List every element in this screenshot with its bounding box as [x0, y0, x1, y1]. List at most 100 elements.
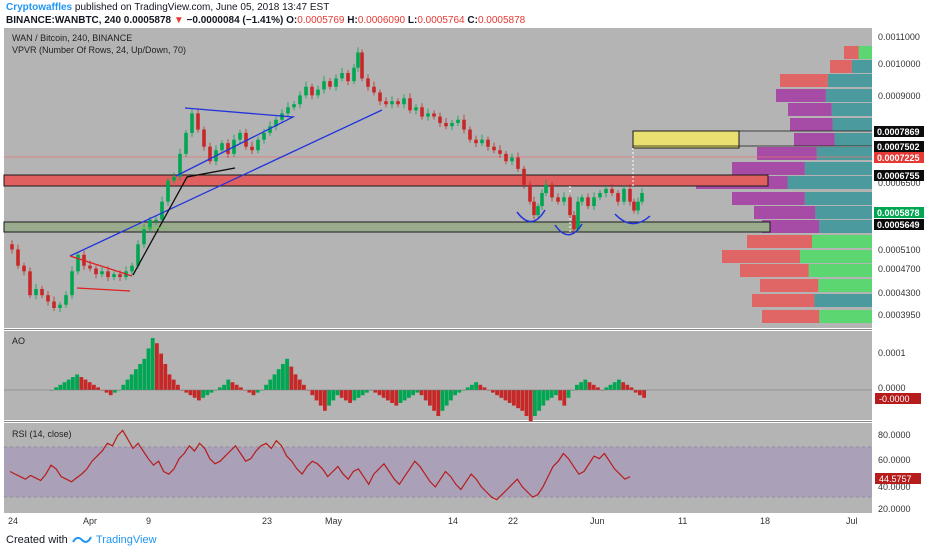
main-pane-title: WAN / Bitcoin, 240, BINANCE [12, 33, 132, 43]
vp-bar-down [732, 192, 805, 205]
ao-bar [562, 390, 567, 406]
vp-bar-down [762, 310, 820, 323]
vp-bar-up [815, 206, 872, 219]
tradingview-brand[interactable]: TradingView [96, 534, 157, 546]
blue-pennant[interactable] [175, 107, 296, 177]
candle-body [378, 92, 382, 102]
rsi-value-badge: 44.5757 [879, 474, 912, 484]
ao-bar [440, 390, 445, 411]
time-tick: Jun [590, 516, 605, 526]
blue-trendline[interactable] [69, 109, 383, 257]
last-price: 0.0005878 [123, 15, 172, 26]
candle-body [474, 139, 478, 144]
head-arc[interactable] [554, 223, 583, 236]
ao-bar [218, 387, 222, 390]
red-wedge-bottom[interactable] [76, 287, 131, 292]
target-zone[interactable] [632, 130, 740, 149]
candle-body [28, 271, 32, 296]
ao-bar [591, 384, 596, 390]
ao-bar [281, 364, 285, 390]
ao-bar [344, 390, 348, 401]
ao-bar [428, 390, 432, 406]
ao-bar [171, 379, 176, 390]
ao-bar [465, 387, 470, 390]
candle-body [568, 197, 572, 216]
vp-bar-down [762, 220, 820, 233]
ao-bar [549, 390, 554, 398]
ao-bar [176, 384, 180, 390]
vp-bar-down [752, 294, 815, 307]
candle-body [208, 146, 212, 162]
candle-body [532, 201, 536, 216]
ao-bar [411, 390, 415, 396]
ao-bar [121, 384, 126, 390]
ao-bar [449, 390, 453, 401]
ao-bar [436, 390, 441, 416]
vp-bar-up [808, 264, 872, 277]
candle-body [40, 289, 44, 296]
ao-bar [520, 390, 525, 411]
ao-bar [247, 390, 252, 393]
ao-bar [524, 390, 529, 416]
candle-body [328, 81, 332, 87]
resistance-zone[interactable] [3, 174, 769, 187]
candle-body [172, 176, 176, 181]
ao-bar [423, 390, 428, 401]
vpvr-label: VPVR (Number Of Rows, 24, Up/Down, 70) [12, 45, 186, 55]
support-zone[interactable] [3, 221, 771, 233]
candle-body [10, 244, 14, 250]
candle-body [34, 289, 38, 296]
ao-bar [125, 379, 130, 390]
candle-body [384, 101, 388, 105]
ao-title: AO [12, 336, 25, 346]
candle-body [468, 129, 472, 140]
price-tick: 0.0010000 [878, 59, 921, 69]
ao-bar [87, 382, 92, 390]
ao-bar [625, 384, 630, 390]
ao-bar [234, 384, 239, 390]
candle-body [244, 132, 248, 147]
candle-body [592, 197, 596, 207]
ao-bar [289, 366, 294, 390]
price-tick: 0.0004700 [878, 264, 921, 274]
ao-bar [314, 390, 319, 401]
ao-bar [453, 390, 457, 396]
candle-body [76, 254, 80, 272]
time-tick: 14 [448, 516, 458, 526]
vp-bar-down [722, 250, 800, 263]
right-shoulder-arc[interactable] [614, 213, 651, 225]
candle-body [636, 201, 640, 211]
candle-body [580, 197, 584, 202]
candle-body [178, 153, 182, 177]
vp-bar-up [812, 235, 872, 248]
publish-line: Cryptowaffles published on TradingView.c… [6, 2, 329, 13]
candle-body [420, 107, 424, 117]
ao-bar [134, 369, 138, 390]
ao-bar [239, 387, 243, 390]
ao-value-badge: -0.0000 [879, 394, 910, 404]
candle-body [298, 95, 302, 105]
ao-bar [335, 390, 340, 396]
chart-canvas[interactable]: WAN / Bitcoin, 240, BINANCE VPVR (Number… [0, 28, 932, 530]
candle-body [154, 219, 158, 222]
vp-bar-up [851, 60, 872, 73]
vp-bar-down [788, 103, 832, 116]
ao-bar [163, 364, 168, 390]
candle-body [444, 122, 448, 127]
left-shoulder-arc[interactable] [516, 209, 546, 223]
candle-body [70, 271, 74, 296]
author-link[interactable]: Cryptowaffles [6, 2, 73, 13]
candle-body [310, 86, 314, 96]
red-wedge-top[interactable] [69, 255, 133, 277]
time-axis[interactable]: 24 Apr 9 23 May 14 22 Jun 11 18 Jul [8, 516, 858, 526]
vp-bar-up [816, 147, 872, 160]
ao-bar [62, 382, 67, 390]
candle-body [372, 86, 376, 93]
candle-body [550, 184, 554, 198]
candle-body [196, 113, 200, 130]
ao-bar [545, 390, 550, 401]
black-channel-lower[interactable] [186, 167, 236, 178]
ao-bar [533, 390, 537, 416]
candle-body [562, 197, 566, 202]
ao-bar [188, 390, 193, 396]
